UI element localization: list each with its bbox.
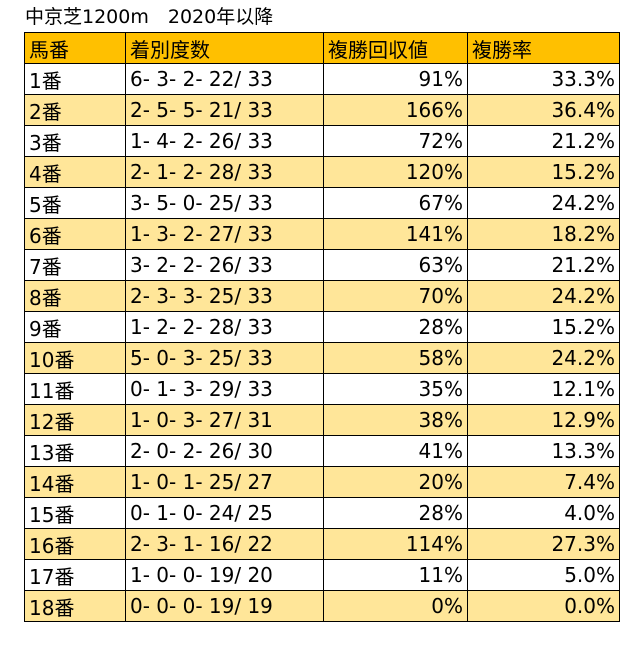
cell-place-rate: 4.0%	[467, 497, 620, 529]
table-row: 11番 0- 1- 3- 29/ 33 35% 12.1%	[24, 373, 620, 405]
cell-finish-record: 0- 1- 3- 29/ 33	[125, 373, 324, 405]
header-row: 馬番 着別度数 複勝回収値 複勝率	[24, 32, 620, 64]
cell-gate-number: 15番	[24, 497, 126, 529]
cell-finish-record: 3- 5- 0- 25/ 33	[125, 187, 324, 219]
cell-place-rate: 24.2%	[467, 342, 620, 374]
cell-place-rate: 0.0%	[467, 590, 620, 622]
cell-place-return: 35%	[323, 373, 468, 405]
cell-finish-record: 1- 2- 2- 28/ 33	[125, 311, 324, 343]
cell-finish-record: 6- 3- 2- 22/ 33	[125, 63, 324, 95]
cell-finish-record: 1- 0- 1- 25/ 27	[125, 466, 324, 498]
cell-gate-number: 16番	[24, 528, 126, 560]
post-position-stats-table: 馬番 着別度数 複勝回収値 複勝率 1番 6- 3- 2- 22/ 33 91% 33…	[24, 32, 620, 622]
cell-gate-number: 2番	[24, 94, 126, 126]
table-row: 5番 3- 5- 0- 25/ 33 67% 24.2%	[24, 187, 620, 219]
table-row: 6番 1- 3- 2- 27/ 33 141% 18.2%	[24, 218, 620, 250]
cell-finish-record: 1- 0- 0- 19/ 20	[125, 559, 324, 591]
cell-place-return: 141%	[323, 218, 468, 250]
cell-finish-record: 2- 1- 2- 28/ 33	[125, 156, 324, 188]
cell-gate-number: 13番	[24, 435, 126, 467]
cell-finish-record: 1- 3- 2- 27/ 33	[125, 218, 324, 250]
cell-finish-record: 1- 0- 3- 27/ 31	[125, 404, 324, 436]
cell-place-rate: 12.9%	[467, 404, 620, 436]
cell-place-return: 67%	[323, 187, 468, 219]
cell-gate-number: 7番	[24, 249, 126, 281]
header-gate-number: 馬番	[24, 32, 126, 64]
cell-gate-number: 11番	[24, 373, 126, 405]
cell-finish-record: 2- 3- 3- 25/ 33	[125, 280, 324, 312]
cell-place-return: 166%	[323, 94, 468, 126]
cell-place-return: 91%	[323, 63, 468, 95]
cell-place-rate: 21.2%	[467, 125, 620, 157]
table-row: 18番 0- 0- 0- 19/ 19 0% 0.0%	[24, 590, 620, 622]
cell-place-return: 63%	[323, 249, 468, 281]
table-row: 7番 3- 2- 2- 26/ 33 63% 21.2%	[24, 249, 620, 281]
cell-gate-number: 8番	[24, 280, 126, 312]
header-finish-record: 着別度数	[125, 32, 324, 64]
cell-finish-record: 2- 5- 5- 21/ 33	[125, 94, 324, 126]
cell-place-return: 11%	[323, 559, 468, 591]
cell-place-return: 120%	[323, 156, 468, 188]
cell-place-rate: 7.4%	[467, 466, 620, 498]
cell-place-return: 114%	[323, 528, 468, 560]
cell-place-rate: 13.3%	[467, 435, 620, 467]
cell-gate-number: 12番	[24, 404, 126, 436]
cell-place-return: 58%	[323, 342, 468, 374]
cell-finish-record: 1- 4- 2- 26/ 33	[125, 125, 324, 157]
header-place-return: 複勝回収値	[323, 32, 468, 64]
cell-gate-number: 17番	[24, 559, 126, 591]
table-row: 10番 5- 0- 3- 25/ 33 58% 24.2%	[24, 342, 620, 374]
cell-place-return: 41%	[323, 435, 468, 467]
cell-place-rate: 24.2%	[467, 187, 620, 219]
cell-place-return: 38%	[323, 404, 468, 436]
table-row: 8番 2- 3- 3- 25/ 33 70% 24.2%	[24, 280, 620, 312]
table-header: 馬番 着別度数 複勝回収値 複勝率	[24, 32, 620, 64]
cell-place-rate: 15.2%	[467, 156, 620, 188]
table-row: 17番 1- 0- 0- 19/ 20 11% 5.0%	[24, 559, 620, 591]
table-row: 4番 2- 1- 2- 28/ 33 120% 15.2%	[24, 156, 620, 188]
cell-gate-number: 1番	[24, 63, 126, 95]
table-row: 15番 0- 1- 0- 24/ 25 28% 4.0%	[24, 497, 620, 529]
table-row: 1番 6- 3- 2- 22/ 33 91% 33.3%	[24, 63, 620, 95]
cell-place-rate: 21.2%	[467, 249, 620, 281]
cell-gate-number: 5番	[24, 187, 126, 219]
cell-finish-record: 5- 0- 3- 25/ 33	[125, 342, 324, 374]
cell-gate-number: 4番	[24, 156, 126, 188]
cell-gate-number: 9番	[24, 311, 126, 343]
cell-place-rate: 15.2%	[467, 311, 620, 343]
cell-place-rate: 27.3%	[467, 528, 620, 560]
table-body: 1番 6- 3- 2- 22/ 33 91% 33.3% 2番 2- 5- 5- 21/ …	[24, 63, 620, 622]
cell-place-rate: 5.0%	[467, 559, 620, 591]
cell-finish-record: 0- 0- 0- 19/ 19	[125, 590, 324, 622]
cell-finish-record: 2- 0- 2- 26/ 30	[125, 435, 324, 467]
header-place-rate: 複勝率	[467, 32, 620, 64]
cell-finish-record: 3- 2- 2- 26/ 33	[125, 249, 324, 281]
cell-place-rate: 33.3%	[467, 63, 620, 95]
cell-gate-number: 3番	[24, 125, 126, 157]
cell-place-return: 0%	[323, 590, 468, 622]
cell-place-rate: 12.1%	[467, 373, 620, 405]
table-row: 16番 2- 3- 1- 16/ 22 114% 27.3%	[24, 528, 620, 560]
cell-gate-number: 14番	[24, 466, 126, 498]
cell-gate-number: 6番	[24, 218, 126, 250]
cell-gate-number: 18番	[24, 590, 126, 622]
cell-place-return: 28%	[323, 497, 468, 529]
page-title: 中京芝1200m 2020年以降	[25, 6, 274, 28]
cell-finish-record: 0- 1- 0- 24/ 25	[125, 497, 324, 529]
cell-place-return: 72%	[323, 125, 468, 157]
cell-place-return: 20%	[323, 466, 468, 498]
cell-place-return: 70%	[323, 280, 468, 312]
table-row: 12番 1- 0- 3- 27/ 31 38% 12.9%	[24, 404, 620, 436]
table-row: 3番 1- 4- 2- 26/ 33 72% 21.2%	[24, 125, 620, 157]
table-row: 9番 1- 2- 2- 28/ 33 28% 15.2%	[24, 311, 620, 343]
cell-place-rate: 24.2%	[467, 280, 620, 312]
cell-gate-number: 10番	[24, 342, 126, 374]
table-row: 14番 1- 0- 1- 25/ 27 20% 7.4%	[24, 466, 620, 498]
cell-place-rate: 36.4%	[467, 94, 620, 126]
table-row: 13番 2- 0- 2- 26/ 30 41% 13.3%	[24, 435, 620, 467]
cell-place-rate: 18.2%	[467, 218, 620, 250]
cell-finish-record: 2- 3- 1- 16/ 22	[125, 528, 324, 560]
table-row: 2番 2- 5- 5- 21/ 33 166% 36.4%	[24, 94, 620, 126]
cell-place-return: 28%	[323, 311, 468, 343]
